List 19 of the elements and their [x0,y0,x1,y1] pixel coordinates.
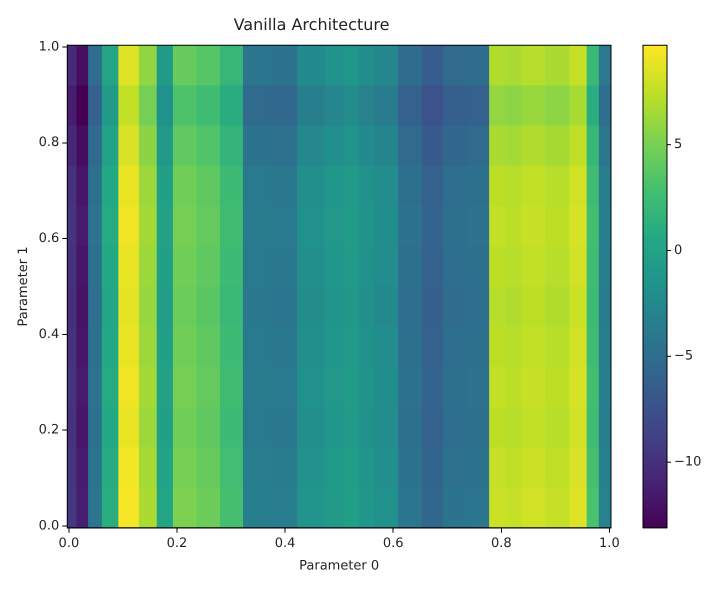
y-tick-label: 0.6 [38,231,60,246]
y-tick-label: 1.0 [38,39,60,54]
x-tick-label: 0.2 [166,536,188,551]
y-tick-label: 0.2 [38,422,60,438]
x-tick-label: 0.6 [382,536,404,551]
color-bar-label: −5 [674,348,694,364]
color-bar-label: 0 [674,242,682,258]
color-bar-label: 5 [674,137,682,152]
y-axis-title: Parameter 1 [16,246,32,327]
x-tick-label: 0.4 [274,536,296,551]
x-tick-label: 0.8 [490,536,512,551]
color-bar-label: −10 [674,454,702,470]
y-tick-label: 0.8 [38,135,60,150]
chart-title: Vanilla Architecture [234,14,390,34]
x-tick-label: 1.0 [599,536,620,551]
x-tick-label: 0.0 [58,536,80,551]
y-tick-label: 0.0 [38,518,60,534]
x-axis-title: Parameter 0 [299,558,380,574]
y-tick-label: 0.4 [38,326,60,342]
